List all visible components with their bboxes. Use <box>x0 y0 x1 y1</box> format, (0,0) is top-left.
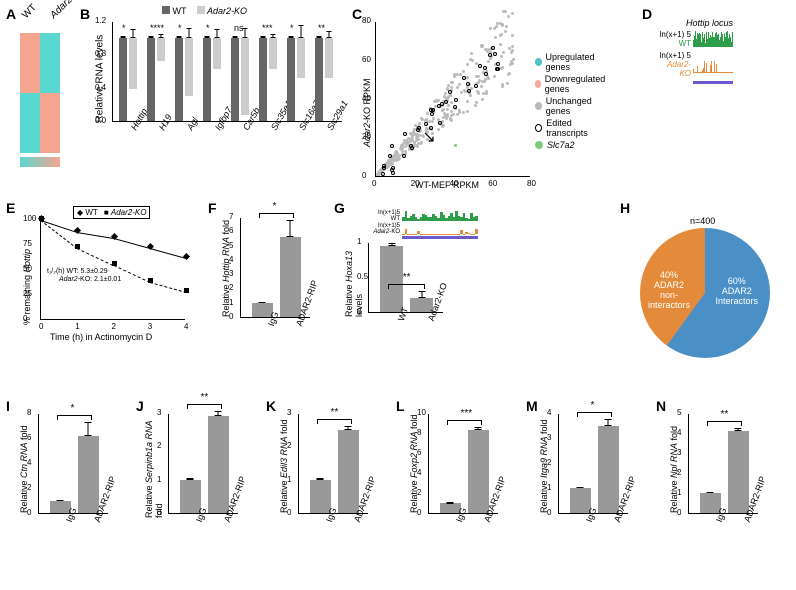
panel-d-title: Hottip locus <box>686 18 733 28</box>
panel-k: Relative Edil3 RNA fold0123IgGADAR2-RIP*… <box>298 414 368 514</box>
panel-e-label: E <box>6 200 15 216</box>
decay-legend-ko: Adar2-KO <box>111 208 147 217</box>
panel-i-label: I <box>6 398 10 414</box>
panel-k-label: K <box>266 398 276 414</box>
decay-plot: ◆ WT ■ Adar2-KO t₁/₂(h) WT: 5.3±0.29 Ada… <box>40 220 185 320</box>
legend-wt: WT <box>173 6 187 16</box>
panel-f-label: F <box>208 200 217 216</box>
panel-e-xlabel: Time (h) in Actinomycin D <box>50 332 152 342</box>
colorbar <box>20 157 60 167</box>
panel-e: % remaining Hottip ◆ WT ■ Adar2-KO t₁/₂(… <box>40 220 185 320</box>
scatter-plot: ↘002020404060608080 <box>375 22 530 177</box>
panel-b-label: B <box>80 6 90 22</box>
panel-m-label: M <box>526 398 538 414</box>
panel-n-label: N <box>656 398 666 414</box>
halflife-ko: Adar2-KO: 2.1±0.01 <box>59 276 121 284</box>
panel-j: Relative Serpinb1a RNA fold0123IgGADAR2-… <box>168 414 238 514</box>
halflife-wt: t₁/₂(h) WT: 5.3±0.29 <box>47 268 121 276</box>
panel-d: Hottip locus ln(x+1) 5WTln(x+1) 5Adar2-K… <box>656 18 733 84</box>
panel-c: ↘002020404060608080 WT-MEF RPKM Adar2-KO… <box>375 22 530 177</box>
panel-h-n: n=400 <box>690 216 770 226</box>
heatmap-col-wt: WT <box>20 0 42 21</box>
panel-e-legend: ◆ WT ■ Adar2-KO <box>73 206 150 219</box>
panel-c-ylabel: Adar2-KO RPKM <box>362 47 372 147</box>
bar-chart-b: 0.00.40.81.2 *Hottip ****H19 *Agl *Igfbp… <box>112 22 342 122</box>
panel-a: WT Adar2-KO <box>20 10 76 167</box>
heatmap-col-ko: Adar2-KO <box>48 0 70 21</box>
panel-a-label: A <box>6 6 16 22</box>
panel-b-ylabel: Relative RNA levels <box>95 23 106 123</box>
panel-c-xlabel: WT-MEF RPKM <box>415 180 479 190</box>
heatmap <box>20 33 76 153</box>
panel-c-label: C <box>352 6 362 22</box>
panel-i: Relative Ctn RNA fold02468IgGADAR2-RIP* <box>38 414 108 514</box>
panel-g: ln(x+1)5WTln(x+1)5Adar2-KO Relative Hoxa… <box>368 210 478 313</box>
panel-h: n=400 40%ADAR2non-interactors60%ADAR2Int… <box>640 216 770 358</box>
panel-l-label: L <box>396 398 405 414</box>
panel-j-label: J <box>136 398 144 414</box>
panel-n: Relative Npl RNA fold012345IgGADAR2-RIP*… <box>688 414 758 514</box>
panel-b: Relative RNA levels 0.00.40.81.2 *Hottip… <box>112 22 342 122</box>
panel-d-label: D <box>642 6 652 22</box>
halflife-text: t₁/₂(h) WT: 5.3±0.29 Adar2-KO: 2.1±0.01 <box>47 268 121 285</box>
panel-h-label: H <box>620 200 630 216</box>
tracks: ln(x+1) 5WTln(x+1) 5Adar2-KO <box>656 30 733 84</box>
panel-g-inset: ln(x+1)5WTln(x+1)5Adar2-KO <box>368 210 478 239</box>
panel-b-legend: WT Adar2-KO <box>162 6 247 16</box>
panel-c-legend: Upregulated genesDownregulated genesUnch… <box>535 52 608 150</box>
panel-f: Relative Hottip RNA fold01234567IgGADAR2… <box>240 218 310 318</box>
heatmap-col-labels: WT Adar2-KO <box>20 10 76 21</box>
panel-m: Relative Itga9 RNA fold01234IgGADAR2-RIP… <box>558 414 628 514</box>
legend-ko: Adar2-KO <box>207 6 247 16</box>
panel-g-label: G <box>334 200 345 216</box>
pie-chart: 40%ADAR2non-interactors60%ADAR2Interacto… <box>640 228 770 358</box>
panel-l: Relative Foxp2 RNA fold0246810IgGADAR2-R… <box>428 414 498 514</box>
decay-legend-wt: WT <box>85 208 97 217</box>
